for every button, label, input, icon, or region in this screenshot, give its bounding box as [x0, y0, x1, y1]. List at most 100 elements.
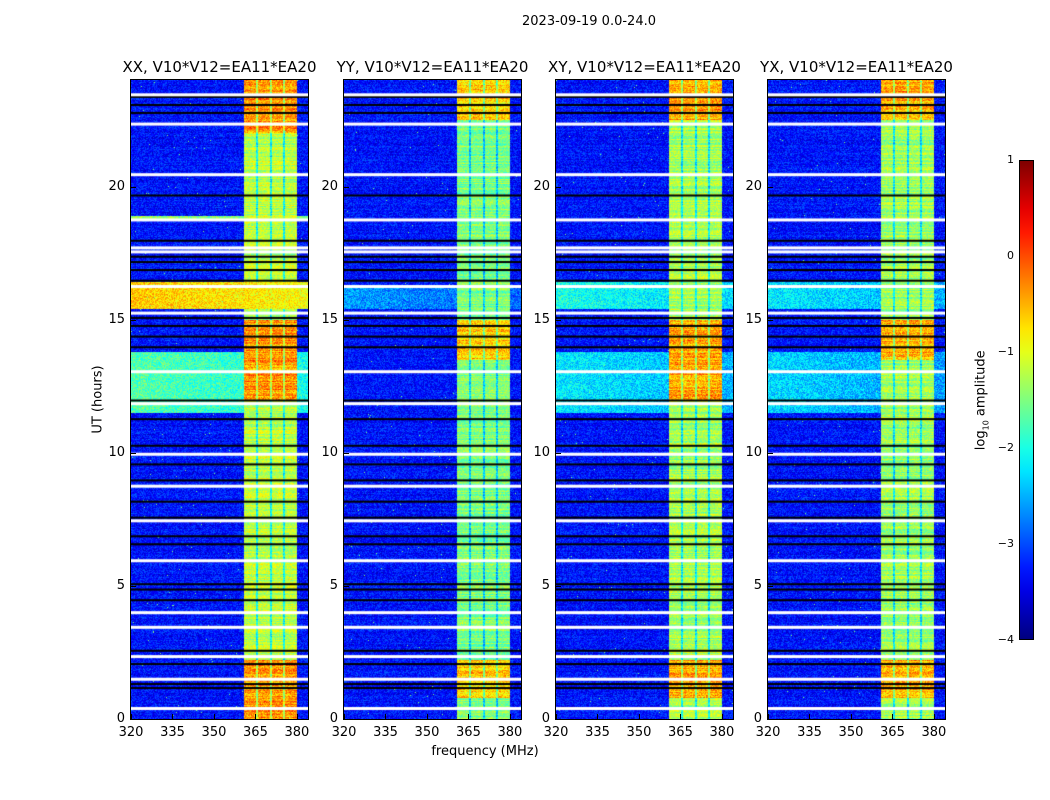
- x-tick: [721, 714, 723, 719]
- x-tick-label: 350: [414, 725, 440, 740]
- x-tick: [172, 714, 174, 719]
- x-tick: [850, 714, 852, 719]
- panel-title: XX, V10*V12=EA11*EA20: [122, 58, 317, 76]
- x-tick-label: 350: [626, 725, 652, 740]
- y-tick: [768, 186, 773, 188]
- y-tick-label: 5: [329, 577, 338, 593]
- x-tick: [809, 714, 811, 719]
- x-tick-label: 365: [456, 725, 481, 740]
- x-tick: [509, 714, 511, 719]
- y-tick-label: 20: [321, 178, 338, 194]
- y-tick-label: 15: [321, 311, 338, 327]
- x-tick: [556, 714, 557, 719]
- x-tick: [255, 714, 257, 719]
- x-tick-label: 350: [201, 725, 227, 740]
- colorbar-tick-label: −1: [997, 345, 1014, 358]
- colorbar: [1019, 160, 1034, 640]
- y-tick: [131, 186, 136, 188]
- x-tick-label: 365: [668, 725, 693, 740]
- panel-title: XY, V10*V12=EA11*EA20: [548, 58, 741, 76]
- y-tick: [556, 585, 561, 587]
- y-tick-label: 10: [533, 444, 550, 460]
- x-tick: [597, 714, 599, 719]
- spectrogram-heatmap: [768, 80, 945, 719]
- x-tick: [131, 714, 132, 719]
- panel-2: XY, V10*V12=EA11*EA20 320 335 350 365 380 0 5 10…: [533, 58, 740, 740]
- x-tick: [768, 714, 769, 719]
- y-tick-label: 15: [533, 311, 550, 327]
- y-tick-label: 10: [745, 444, 762, 460]
- y-tick: [344, 452, 349, 454]
- x-tick-label: 320: [543, 725, 569, 740]
- colorbar-label: log10 amplitude: [973, 350, 991, 451]
- y-tick-label: 15: [108, 311, 125, 327]
- panel-3: YX, V10*V12=EA11*EA20 320 335 350 365 380 0 5 10…: [745, 58, 952, 740]
- x-axis-label: frequency (MHz): [431, 744, 539, 759]
- y-tick: [556, 719, 561, 720]
- x-tick: [426, 714, 428, 719]
- y-axis-label: UT (hours): [90, 365, 106, 434]
- x-tick-label: 335: [373, 725, 398, 740]
- y-tick: [768, 319, 773, 321]
- x-tick: [213, 714, 215, 719]
- panel-1: YY, V10*V12=EA11*EA20 320 335 350 365 380 0 5 10…: [321, 58, 528, 740]
- y-tick: [556, 319, 561, 321]
- x-tick-label: 335: [797, 725, 822, 740]
- y-tick: [131, 319, 136, 321]
- y-tick: [768, 719, 773, 720]
- colorbar-tick-label: −2: [997, 441, 1014, 454]
- y-tick-label: 0: [116, 711, 125, 726]
- y-tick-label: 20: [108, 178, 125, 194]
- y-tick-label: 20: [533, 178, 550, 194]
- y-tick-label: 5: [116, 577, 125, 593]
- y-tick: [556, 186, 561, 188]
- x-tick: [468, 714, 470, 719]
- x-tick: [385, 714, 387, 719]
- x-tick-label: 320: [755, 725, 781, 740]
- x-tick: [933, 714, 935, 719]
- colorbar-tick-label: −3: [997, 537, 1014, 550]
- x-tick-label: 320: [118, 725, 144, 740]
- colorbar-tick-label: 0: [1007, 249, 1014, 262]
- spectrogram-heatmap: [556, 80, 733, 719]
- x-tick-label: 380: [284, 725, 310, 740]
- y-tick: [131, 585, 136, 587]
- y-tick-label: 0: [753, 711, 762, 726]
- y-tick: [131, 452, 136, 454]
- panel-0: XX, V10*V12=EA11*EA20 320 335 350 365 380 0 5 10…: [108, 58, 316, 740]
- y-tick: [131, 719, 136, 720]
- colorbar-tick-label: −4: [997, 633, 1014, 646]
- y-tick-label: 0: [541, 711, 550, 726]
- y-tick-label: 5: [753, 577, 762, 593]
- spectrogram-heatmap: [344, 80, 521, 719]
- y-tick-label: 10: [108, 444, 125, 460]
- x-tick-label: 320: [331, 725, 357, 740]
- panel-title: YY, V10*V12=EA11*EA20: [336, 58, 529, 76]
- y-tick: [344, 719, 349, 720]
- y-tick-label: 15: [745, 311, 762, 327]
- spectrogram-heatmap: [131, 80, 308, 719]
- x-tick: [892, 714, 894, 719]
- x-tick-label: 335: [585, 725, 610, 740]
- x-tick-label: 380: [921, 725, 947, 740]
- y-tick: [344, 186, 349, 188]
- figure-title: 2023-09-19 0.0-24.0: [522, 14, 656, 29]
- y-tick: [768, 585, 773, 587]
- y-tick-label: 0: [329, 711, 338, 726]
- y-tick: [344, 585, 349, 587]
- x-tick: [344, 714, 345, 719]
- x-tick-label: 380: [709, 725, 735, 740]
- x-tick-label: 365: [880, 725, 905, 740]
- x-tick-label: 350: [838, 725, 864, 740]
- y-tick: [344, 319, 349, 321]
- x-tick-label: 335: [160, 725, 185, 740]
- y-tick-label: 20: [745, 178, 762, 194]
- x-tick: [680, 714, 682, 719]
- y-tick-label: 5: [541, 577, 550, 593]
- x-tick: [638, 714, 640, 719]
- colorbar-tick-label: 1: [1007, 153, 1014, 166]
- y-tick-label: 10: [321, 444, 338, 460]
- x-tick-label: 365: [243, 725, 268, 740]
- y-tick: [768, 452, 773, 454]
